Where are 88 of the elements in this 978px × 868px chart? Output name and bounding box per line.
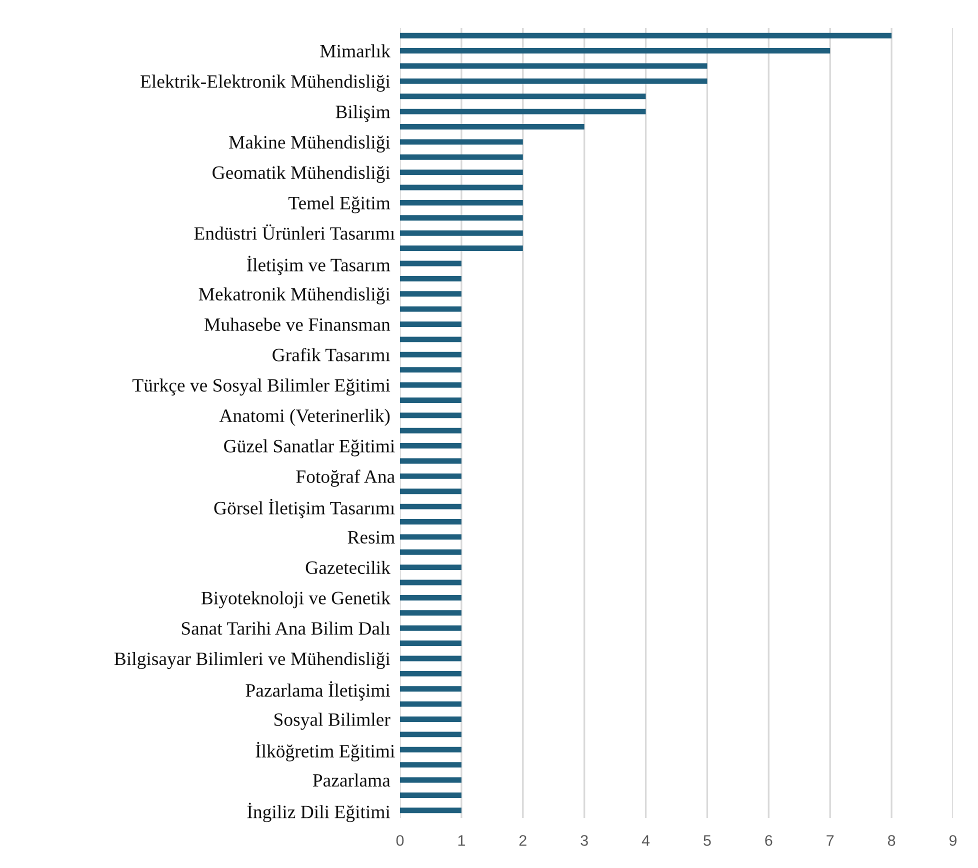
bar — [400, 260, 462, 266]
x-tick-label: 7 — [826, 835, 834, 846]
bar — [400, 443, 462, 449]
y-tick-label: Makine Mühendisliği — [229, 135, 390, 152]
bar — [400, 246, 523, 252]
y-tick-label: Grafik Tasarımı — [272, 348, 390, 362]
bar — [400, 656, 462, 662]
y-tick-label: Sanat Tarihi Ana Bilim Dalı — [182, 622, 390, 635]
y-tick-label: Mimarlık — [320, 44, 390, 58]
bar — [400, 154, 523, 160]
y-tick-label: Pazarlama — [312, 774, 390, 787]
bar — [400, 428, 462, 434]
bar — [400, 108, 646, 114]
x-tick-label: 6 — [765, 835, 772, 846]
bar — [400, 276, 462, 282]
bar — [400, 625, 462, 631]
bar — [400, 382, 462, 388]
bar — [400, 580, 462, 586]
bar — [400, 352, 462, 358]
bar — [400, 473, 462, 479]
y-tick-label: Güzel Sanatlar Eğitimi — [224, 439, 395, 456]
y-tick-label: Görsel İletişim Tasarımı — [214, 498, 395, 518]
y-tick-label: Geomatik Mühendisliği — [212, 166, 390, 183]
y-tick-label: Pazarlama İletişimi — [246, 681, 390, 701]
bar — [400, 519, 462, 524]
bar — [400, 170, 523, 176]
y-tick-label: Mekatronik Mühendisliği — [198, 287, 390, 304]
bar — [400, 139, 523, 145]
y-tick-label: Sosyal Bilimler — [274, 712, 390, 730]
y-tick-label: Fotoğraf Ana — [296, 470, 395, 487]
bar — [400, 124, 584, 130]
bar — [400, 412, 462, 418]
bar — [400, 640, 462, 646]
y-tick-label: Gazetecilik — [306, 560, 390, 574]
bar — [400, 564, 462, 570]
bar — [400, 48, 830, 54]
x-tick-label: 2 — [519, 835, 526, 846]
bar — [400, 322, 462, 327]
bar — [400, 610, 462, 616]
bar — [400, 184, 523, 190]
bar — [400, 670, 462, 676]
y-tick-label: Bilişim — [336, 105, 390, 122]
bar — [400, 686, 462, 692]
bar — [400, 534, 462, 540]
x-tick-label: 3 — [580, 835, 588, 846]
bar — [400, 716, 462, 722]
bar — [400, 701, 462, 707]
bar — [400, 504, 462, 510]
bar — [400, 762, 462, 768]
bar — [400, 746, 462, 752]
bar — [400, 215, 523, 221]
bar — [400, 306, 462, 312]
bar — [400, 230, 523, 236]
bar — [400, 549, 462, 555]
y-tick-label: İlköğretim Eğitimi — [256, 742, 395, 762]
bar — [400, 777, 462, 783]
x-tick-label: 4 — [642, 835, 650, 846]
y-tick-label: Muhasebe ve Finansman — [204, 318, 390, 331]
x-tick-label: 5 — [704, 835, 711, 846]
bar — [400, 336, 462, 342]
x-tick-label: 9 — [949, 835, 957, 846]
bar — [400, 200, 523, 206]
bar — [400, 367, 462, 373]
bar — [400, 32, 892, 38]
x-tick-label: 8 — [888, 835, 896, 846]
y-tick-label: Türkçe ve Sosyal Bilimler Eğitimi — [132, 378, 390, 396]
y-tick-label: Biyoteknoloji ve Genetik — [201, 591, 390, 608]
x-tick-label: 0 — [396, 835, 404, 846]
bar — [400, 792, 462, 798]
y-tick-label: Anatomi (Veterinerlik) — [219, 408, 390, 426]
bar — [400, 63, 708, 69]
bar — [400, 488, 462, 494]
bar — [400, 291, 462, 297]
bar — [400, 732, 462, 738]
x-tick-label: 1 — [458, 835, 465, 846]
y-tick-label: Elektrik-Elektronik Mühendisliği — [140, 74, 390, 92]
y-tick-label: Bilgisayar Bilimleri ve Mühendisliği — [114, 652, 390, 670]
y-tick-label: Temel Eğitim — [288, 196, 390, 214]
y-tick-label: Endüstri Ürünleri Tasarımı — [194, 224, 395, 240]
bar — [400, 94, 646, 100]
y-tick-label: Resim — [348, 531, 395, 544]
bar — [400, 78, 708, 84]
bar — [400, 594, 462, 600]
y-tick-label: İngiliz Dili Eğitimi — [247, 802, 390, 822]
bar — [400, 458, 462, 464]
bar — [400, 808, 462, 814]
y-tick-label: İletişim ve Tasarım — [246, 256, 390, 276]
bar — [400, 397, 462, 403]
